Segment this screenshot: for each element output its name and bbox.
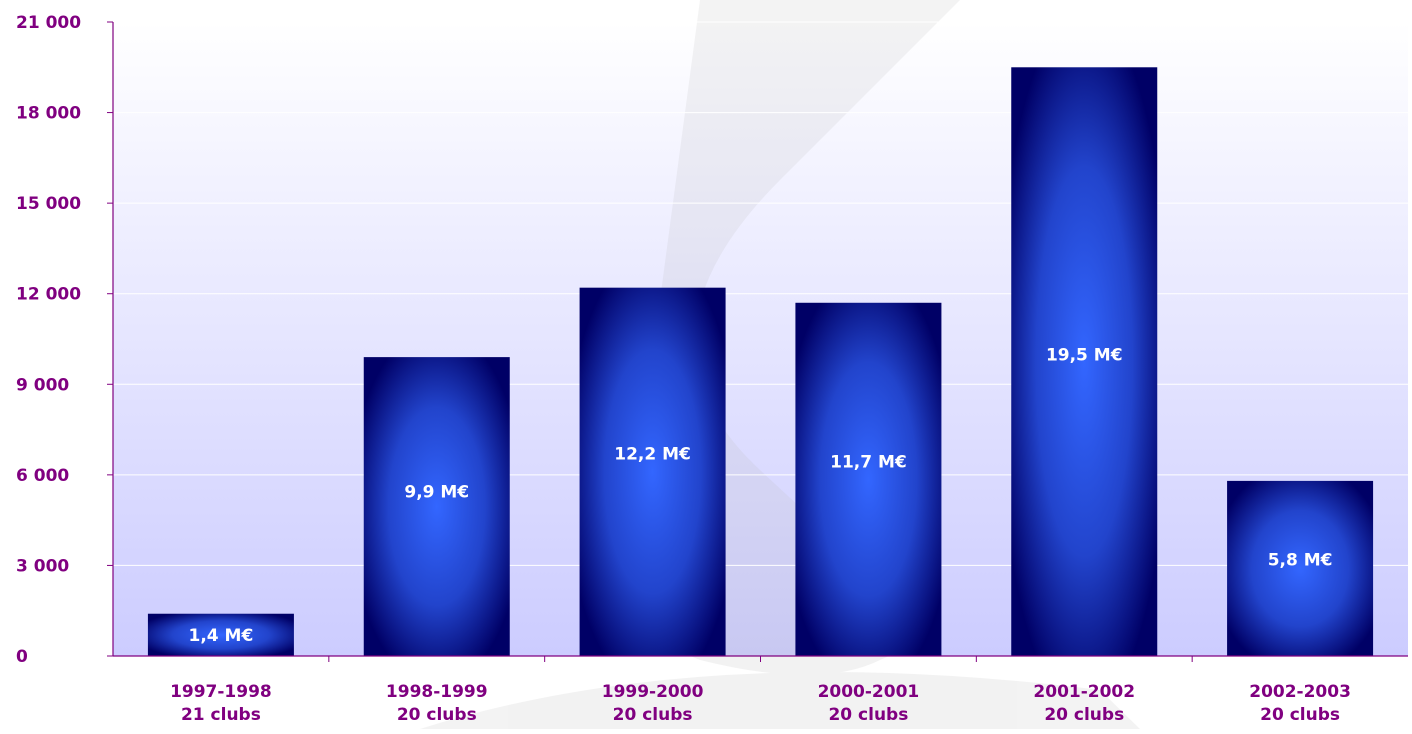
- data-label: 1,4 M€: [189, 626, 254, 646]
- x-tick-label: 2001-2002 20 clubs: [1033, 682, 1135, 725]
- data-label: 5,8 M€: [1268, 551, 1333, 571]
- y-tick-label: 9 000: [16, 375, 69, 395]
- x-tick-label: 1999-2000 20 clubs: [602, 682, 704, 725]
- bar: [579, 287, 726, 656]
- y-tick-label: 0: [16, 647, 28, 667]
- bar: [363, 357, 510, 656]
- y-tick-label: 15 000: [16, 194, 81, 214]
- y-tick-label: 21 000: [16, 13, 81, 33]
- x-tick-label: 1997-1998 21 clubs: [170, 682, 272, 725]
- gridlines: [113, 21, 1408, 566]
- plot-background: [113, 22, 1408, 656]
- x-tick-label: 1998-1999 20 clubs: [386, 682, 488, 725]
- y-tick-label: 18 000: [16, 104, 81, 124]
- data-label: 19,5 M€: [1046, 346, 1123, 366]
- bar: [1227, 480, 1374, 656]
- y-tick-label: 6 000: [16, 466, 69, 486]
- data-labels: 1,4 M€ 9,9 M€ 12,2 M€ 11,7 M€ 19,5 M€ 5,8 M€: [189, 346, 1333, 646]
- data-label: 9,9 M€: [404, 483, 469, 503]
- y-tick-label: 3 000: [16, 556, 69, 576]
- data-label: 11,7 M€: [830, 453, 907, 473]
- y-tick-label: 12 000: [16, 285, 81, 305]
- y-axis-ticks: 0 3 000 6 000 9 000 12 000 15 000 18 000 21 000: [16, 13, 113, 667]
- data-label: 12,2 M€: [614, 444, 691, 464]
- x-tick-label: 2002-2003 20 clubs: [1249, 682, 1351, 725]
- x-tick-label: 2000-2001 20 clubs: [818, 682, 920, 725]
- bars: [147, 67, 1374, 657]
- bar: [147, 613, 294, 656]
- bar: [1011, 67, 1158, 657]
- x-axis-ticks: 1997-1998 21 clubs 1998-1999 20 clubs 1999-2…: [170, 656, 1351, 725]
- bar: [795, 302, 942, 656]
